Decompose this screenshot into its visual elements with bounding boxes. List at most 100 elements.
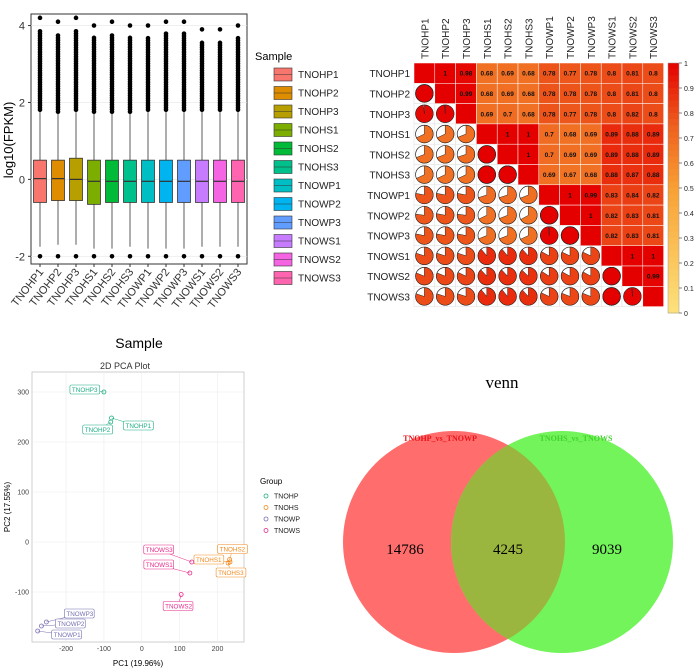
pca-label-box bbox=[193, 554, 225, 565]
heatmap-pie-slice bbox=[415, 226, 434, 245]
heatmap-pie-slice bbox=[436, 185, 455, 204]
heatmap-cell-value: 0.78 bbox=[543, 111, 556, 118]
heatmap-pie-slice bbox=[498, 185, 517, 204]
pca-legend-label: TNOWS bbox=[274, 528, 300, 535]
venn-intersection bbox=[451, 445, 565, 639]
pca-y-tick-label: 300 bbox=[17, 390, 29, 397]
heatmap-cell-value: 0.82 bbox=[647, 192, 660, 199]
correlation-heatmap-panel: TNOHP1 TNOHP2 TNOHP3 TNOHS1 TNOHS2 TNOHS3 TNOW… bbox=[367, 16, 694, 318]
box-legend-label: TNOHP3 bbox=[298, 107, 339, 118]
heatmap-cell-value: 0.8 bbox=[649, 91, 658, 98]
box-outlier-point bbox=[145, 35, 151, 41]
pca-legend-key bbox=[263, 516, 269, 522]
colorbar-segment bbox=[668, 213, 679, 220]
pca-point-label: TNOWP1 bbox=[54, 632, 81, 639]
heatmap-pie-slice bbox=[560, 267, 580, 286]
heatmap-cell-value: 0.88 bbox=[605, 172, 618, 179]
heatmap-cell-value: 0.88 bbox=[626, 132, 639, 139]
box-outlier-point bbox=[37, 15, 43, 21]
heatmap-pie-slice bbox=[519, 287, 538, 306]
heatmap-cell bbox=[413, 62, 436, 84]
colorbar-segment bbox=[668, 225, 679, 233]
box-outlier-point bbox=[163, 31, 169, 36]
heatmap-cell bbox=[600, 245, 623, 267]
pca-point-label: TNOHS1 bbox=[196, 557, 222, 564]
heatmap-column-label: TNOHP3 bbox=[462, 18, 473, 59]
heatmap-pie-slice bbox=[540, 287, 559, 306]
heatmap-cell-value: 0.82 bbox=[626, 111, 639, 118]
pca-y-tick-label: 0 bbox=[25, 540, 29, 547]
pca-y-tick-label: -100 bbox=[15, 590, 29, 597]
heatmap-column-label: TNOHS2 bbox=[504, 18, 515, 59]
colorbar-segment bbox=[668, 256, 679, 264]
heatmap-pie-slice bbox=[499, 206, 517, 225]
colorbar-segment bbox=[668, 144, 679, 151]
pca-label-box bbox=[162, 601, 194, 611]
box-outlier-point bbox=[217, 254, 223, 259]
heatmap-cell-value: 0.69 bbox=[501, 71, 514, 78]
pca-point-label: TNOWP3 bbox=[66, 611, 93, 618]
pca-point-label: TNOWS2 bbox=[165, 604, 192, 611]
heatmap-pie-slice bbox=[540, 246, 559, 265]
colorbar-tick-label: 0.2 bbox=[684, 261, 694, 268]
heatmap-cell-value: 0.82 bbox=[605, 213, 618, 220]
heatmap-cell-value: 0.78 bbox=[584, 91, 597, 98]
heatmap-pie-slice bbox=[602, 287, 621, 306]
box-outlier-point bbox=[73, 254, 79, 259]
pca-label-box bbox=[82, 424, 113, 435]
colorbar-segment bbox=[668, 281, 679, 289]
heatmap-cell-value: 0.98 bbox=[460, 71, 473, 78]
heatmap-cell-value: 0.8 bbox=[607, 71, 616, 78]
heatmap-colorbar: 0 0.1 0.2 0.3 0.4 0.5 0.6 0.7 0.8 0.9 1 bbox=[667, 61, 694, 318]
colorbar-segment bbox=[668, 131, 679, 139]
heatmap-pie-slice bbox=[415, 104, 434, 123]
heatmap-pie-slice bbox=[519, 267, 538, 286]
colorbar-segment bbox=[668, 219, 679, 226]
pca-x-tick-label: 200 bbox=[212, 646, 224, 653]
heatmap-cell-value: 0.69 bbox=[584, 132, 597, 139]
heatmap-cell-value: 0.88 bbox=[626, 152, 639, 159]
box-legend-label: TNOWP1 bbox=[298, 181, 341, 192]
heatmap-cell-value: 0.78 bbox=[584, 111, 597, 118]
pca-point-label: TNOHP3 bbox=[72, 387, 98, 394]
heatmap-pie-slice bbox=[478, 226, 496, 245]
heatmap-pie-slice bbox=[456, 267, 476, 286]
heatmap-column-labels: TNOHP1 TNOHP2 TNOHP3 TNOHS1 TNOHS2 TNOHS3 TNOW… bbox=[420, 16, 660, 59]
colorbar-tick-label: 0.4 bbox=[684, 211, 694, 218]
heatmap-pie-slice bbox=[415, 185, 434, 204]
pca-legend-label: TNOWP bbox=[274, 517, 300, 524]
heatmap-cell-value: 0.81 bbox=[626, 71, 639, 78]
heatmap-cell bbox=[496, 143, 519, 165]
heatmap-cell-value: 0.99 bbox=[584, 192, 597, 199]
pca-title: 2D PCA Plot bbox=[100, 361, 151, 371]
heatmap-cells: 1 0.98 0.68 0.69 0.68 0.78 0.77 0.78 0.8 0.81 0.80… bbox=[413, 62, 664, 307]
heatmap-pie-slice bbox=[581, 267, 600, 286]
pca-x-tick-label: -200 bbox=[59, 646, 73, 653]
pca-label-box bbox=[143, 544, 174, 555]
box-outlier-point bbox=[91, 23, 97, 28]
heatmap-cell-value: 1 bbox=[631, 253, 635, 260]
pca-point bbox=[39, 623, 44, 629]
colorbar-segment bbox=[668, 269, 679, 276]
heatmap-column-label: TNOWS2 bbox=[628, 16, 639, 59]
pca-point-label: TNOHS2 bbox=[220, 547, 246, 554]
pca-gridlines bbox=[32, 372, 244, 642]
heatmap-column-label: TNOWP1 bbox=[545, 16, 556, 59]
pca-x-axis-label: PC1 (19.96%) bbox=[113, 659, 164, 668]
box-outlier-point bbox=[109, 19, 115, 24]
heatmap-pie-slice bbox=[456, 226, 476, 245]
heatmap-pie-slice bbox=[498, 267, 517, 286]
pca-label-box bbox=[215, 567, 247, 578]
box-legend-label: TNOHS1 bbox=[298, 126, 339, 137]
pca-y-tick-label: 100 bbox=[17, 490, 29, 497]
pca-legend-key bbox=[263, 528, 269, 533]
colorbar-tick-label: 0.5 bbox=[684, 186, 694, 193]
box-legend-label: TNOWS2 bbox=[298, 255, 341, 266]
heatmap-pie-slice bbox=[436, 165, 455, 184]
heatmap-cell-value: 0.8 bbox=[649, 71, 658, 78]
heatmap-column-label: TNOWP2 bbox=[566, 16, 577, 59]
box-y-tick-label: 0 bbox=[19, 174, 25, 186]
box-legend-label: TNOHP1 bbox=[298, 70, 339, 81]
heatmap-cell-value: 0.84 bbox=[626, 192, 639, 199]
heatmap-row-label: TNOHS3 bbox=[369, 171, 410, 182]
